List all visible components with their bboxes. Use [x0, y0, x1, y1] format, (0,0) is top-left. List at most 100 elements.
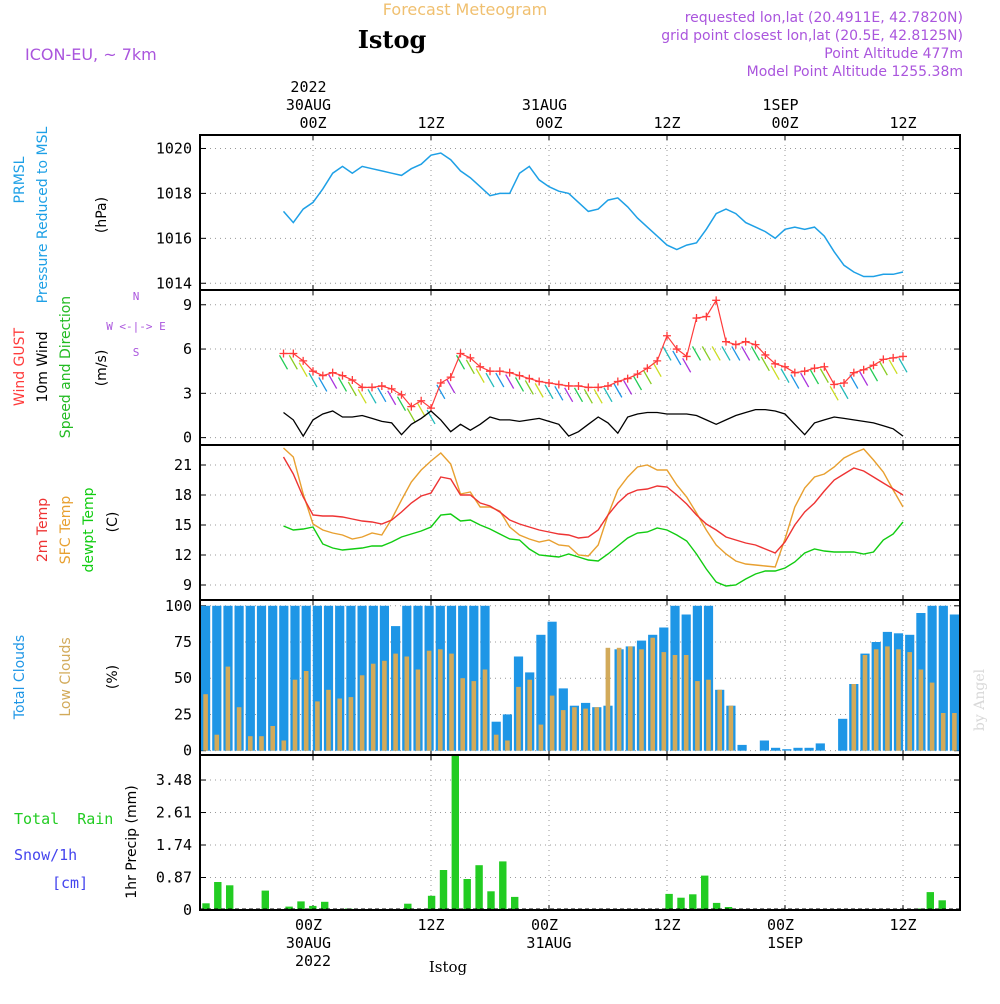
wind-direction-arrow [682, 357, 692, 373]
product-title: Forecast Meteogram [383, 0, 547, 19]
gust-marker [436, 379, 445, 387]
gust-marker [712, 296, 721, 305]
total-clouds-bar [502, 714, 512, 751]
total-clouds-bar [949, 614, 959, 751]
wind-panel: 0 3 6 9 [183, 289, 961, 447]
low-clouds-bar [661, 652, 667, 751]
y-tick-label: 9 [183, 296, 192, 314]
gust-marker [476, 362, 485, 371]
gust-marker [653, 356, 662, 365]
gust-marker [613, 377, 622, 386]
total-clouds-bar [312, 605, 322, 751]
wind-direction-arrow [308, 372, 318, 388]
location-title: Istog [358, 25, 427, 54]
wind-direction-arrow [701, 346, 711, 361]
gust-marker [495, 367, 504, 376]
wind-direction-arrow [524, 380, 534, 395]
gust-marker [722, 337, 730, 346]
top-time-axis: 2022 30AUG 00Z 12Z 31AUG 00Z 12Z 1SEP 00… [286, 78, 917, 132]
low-clouds-bar [214, 734, 220, 751]
bottom-time-label: 12Z [889, 916, 916, 934]
rain-bar [926, 892, 934, 910]
gust-marker [574, 381, 583, 390]
wind-direction-arrow [760, 356, 770, 372]
gust-marker [545, 379, 553, 387]
low-clouds-bar [259, 736, 264, 751]
gust-marker [377, 381, 386, 390]
bottom-time-line: 12Z [417, 916, 444, 934]
wind-direction-arrow [819, 368, 829, 383]
y-tick-label: 1.74 [156, 836, 192, 854]
wind-direction-arrow [396, 396, 407, 411]
low-clouds-bar [236, 707, 242, 751]
low-clouds-bar [616, 647, 622, 751]
top-time-line: 00Z [535, 114, 562, 132]
y-tick-label: 12 [174, 546, 192, 564]
gust-marker [299, 356, 308, 365]
rain-bar [321, 901, 329, 910]
bottom-time-label: 12Z [417, 916, 444, 934]
total-clouds-bar [759, 740, 769, 751]
total-clouds-bar [938, 605, 948, 751]
bottom-time-label: 00Z 30AUG 2022 [286, 916, 340, 970]
gust-marker [525, 374, 534, 383]
gust-marker [554, 380, 563, 389]
total-clouds-bar [290, 605, 300, 751]
low-clouds-bar [728, 705, 734, 751]
total-clouds-bar [201, 605, 211, 751]
low-clouds-bar [952, 713, 957, 751]
rain-bar [665, 893, 673, 910]
wind-direction-arrow [672, 350, 682, 366]
total-clouds-bar [804, 747, 814, 751]
low-clouds-bar [683, 655, 689, 751]
precip-label-rain: Total Rain [14, 810, 113, 828]
gust-marker [751, 340, 760, 349]
low-clouds-bar [940, 713, 946, 751]
low-clouds-bar [706, 679, 711, 751]
total-clouds-bar [793, 747, 803, 751]
clouds-label-unit: (%) [105, 665, 121, 689]
low-clouds-bar [382, 660, 387, 751]
wind-direction-arrow [367, 388, 377, 404]
y-tick-label: 1014 [156, 274, 192, 292]
low-clouds-bar [326, 689, 331, 751]
wind-label-10m: 10m Wind [35, 331, 51, 402]
rain-bar [202, 903, 210, 910]
low-clouds-bar [292, 679, 298, 751]
top-time-label: 12Z [889, 114, 916, 132]
rain-bar [285, 906, 293, 910]
y-tick-label: 2.61 [156, 804, 192, 822]
wind-direction-arrow [475, 368, 485, 383]
low-clouds-bar [527, 679, 532, 751]
y-tick-label: 18 [174, 486, 192, 504]
wind-direction-arrow [357, 388, 367, 404]
low-clouds-bar [348, 697, 354, 751]
top-time-line: 30AUG [286, 96, 331, 114]
total-clouds-bar [815, 743, 825, 751]
low-clouds-bar [516, 686, 521, 751]
bottom-time-line: 1SEP [767, 934, 803, 952]
low-clouds-bar [359, 675, 365, 751]
panel-border [199, 289, 961, 446]
wind-direction-arrow [829, 386, 839, 401]
footer-location: Istog [429, 958, 468, 976]
total-clouds-bar [838, 718, 848, 751]
wind-direction-arrow [288, 355, 298, 370]
gust-marker [830, 380, 839, 389]
low-clouds-bar [650, 637, 655, 751]
wind-direction-arrow [800, 372, 810, 388]
top-time-label: 12Z [417, 114, 444, 132]
low-clouds-bar [505, 740, 510, 751]
wind-direction-arrow [318, 377, 328, 392]
total-clouds-bar [771, 747, 781, 751]
low-clouds-bar [493, 734, 499, 751]
wind-direction-arrow [790, 374, 800, 389]
low-clouds-bar [549, 695, 555, 751]
dewpt-line [283, 513, 904, 587]
wind-direction-arrow [711, 346, 721, 361]
gust-marker [790, 368, 799, 377]
gust-marker [869, 361, 878, 370]
wind-direction-arrow [436, 384, 446, 400]
total-clouds-bar [782, 749, 792, 751]
gust-marker [387, 384, 396, 393]
